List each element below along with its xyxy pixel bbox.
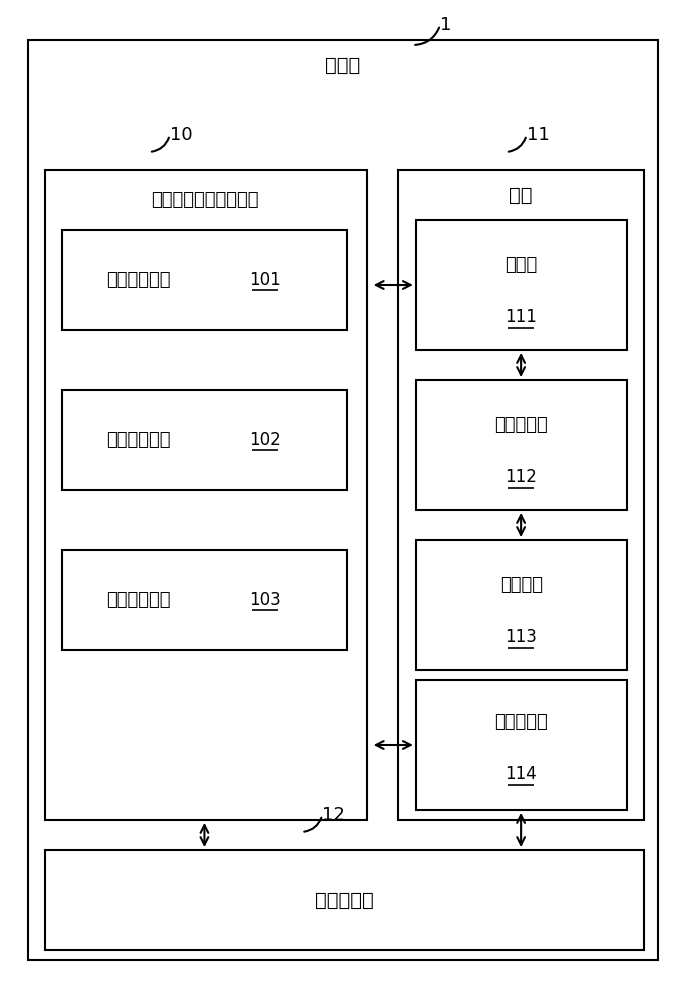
FancyBboxPatch shape [62, 550, 346, 650]
Text: 10: 10 [170, 126, 193, 144]
FancyBboxPatch shape [62, 390, 346, 490]
Text: 中央处理器: 中央处理器 [315, 890, 374, 910]
Text: 硬盘: 硬盘 [509, 186, 533, 205]
Text: 转速检查模块: 转速检查模块 [106, 431, 171, 449]
Text: 11: 11 [527, 126, 550, 144]
Text: 103: 103 [249, 591, 281, 609]
FancyBboxPatch shape [45, 850, 644, 950]
Text: 114: 114 [505, 765, 537, 783]
Text: 101: 101 [249, 271, 281, 289]
Text: 转速马达: 转速马达 [500, 576, 543, 594]
Text: 数据存储区: 数据存储区 [494, 713, 548, 731]
Text: 111: 111 [505, 308, 537, 326]
Text: 寄存器: 寄存器 [505, 256, 537, 274]
FancyBboxPatch shape [416, 680, 627, 810]
Text: 1: 1 [440, 16, 451, 34]
FancyBboxPatch shape [398, 170, 644, 820]
FancyBboxPatch shape [416, 540, 627, 670]
Text: 信号发生器: 信号发生器 [494, 416, 548, 434]
Text: 硬盘侦测模块: 硬盘侦测模块 [106, 271, 171, 289]
Text: 112: 112 [505, 468, 537, 486]
Text: 113: 113 [505, 628, 537, 646]
FancyBboxPatch shape [62, 230, 346, 330]
Text: 硬盘转速自动控制系统: 硬盘转速自动控制系统 [150, 191, 258, 209]
FancyBboxPatch shape [416, 220, 627, 350]
Text: 计算机: 计算机 [326, 55, 360, 75]
Text: 102: 102 [249, 431, 281, 449]
FancyBboxPatch shape [28, 40, 658, 960]
Text: 转速控制模块: 转速控制模块 [106, 591, 171, 609]
Text: 12: 12 [322, 806, 345, 824]
FancyBboxPatch shape [45, 170, 367, 820]
FancyBboxPatch shape [416, 380, 627, 510]
